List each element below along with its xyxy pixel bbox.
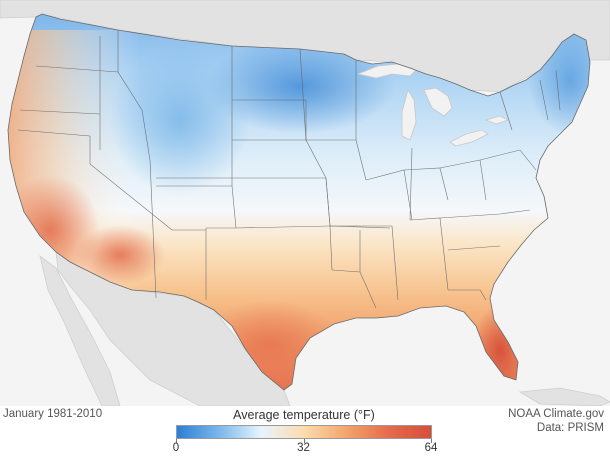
legend-tick-label: 64	[424, 442, 438, 454]
baja-peninsula	[39, 255, 121, 406]
legend-title: Average temperature (°F)	[233, 408, 375, 422]
period-label: January 1981-2010	[3, 408, 103, 420]
legend-tick-label: 32	[297, 442, 310, 454]
mexico-landmass	[55, 251, 291, 406]
legend-tick	[431, 439, 432, 443]
legend-tick	[176, 439, 177, 443]
legend-tick	[303, 439, 305, 443]
cuba-island	[518, 387, 610, 406]
credit-data: Data: PRISM	[536, 422, 604, 434]
color-scale-bar	[176, 425, 432, 439]
great-lakes	[356, 63, 510, 147]
temperature-map	[0, 0, 610, 406]
map-footer: January 1981-2010 Average temperature (°…	[0, 406, 610, 458]
legend-tick-label: 0	[172, 442, 180, 454]
state-boundaries	[17, 30, 561, 309]
map-svg	[0, 0, 610, 406]
credit-source: NOAA Climate.gov	[508, 408, 604, 420]
us-outline	[7, 13, 591, 391]
